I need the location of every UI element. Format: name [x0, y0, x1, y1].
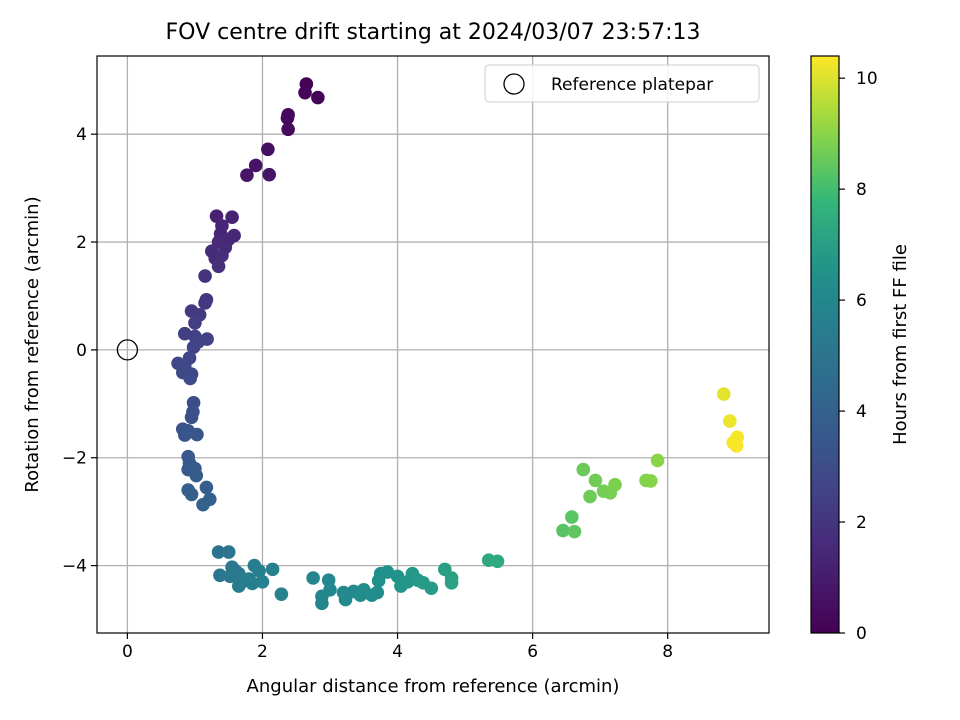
data-point: [298, 85, 312, 100]
data-point: [490, 554, 505, 569]
data-point: [424, 581, 439, 596]
data-point: [556, 523, 570, 538]
data-point: [306, 571, 320, 585]
data-point: [608, 477, 622, 492]
x-tick-label: 8: [662, 642, 673, 662]
data-point: [255, 574, 270, 589]
data-point: [588, 473, 603, 488]
data-point: [265, 562, 280, 577]
data-point: [281, 122, 295, 137]
data-point: [567, 524, 582, 539]
data-point: [248, 158, 263, 173]
data-point: [184, 410, 199, 425]
colorbar-tick-label: 0: [856, 624, 867, 644]
data-point: [221, 545, 236, 559]
colorbar-tick-label: 8: [856, 180, 867, 200]
data-point: [245, 576, 260, 591]
data-point: [211, 259, 226, 274]
data-point: [198, 269, 212, 283]
legend-box: [484, 64, 760, 103]
data-point: [644, 474, 658, 488]
data-point: [240, 168, 254, 182]
data-point: [315, 596, 329, 611]
chart-title: FOV centre drift starting at 2024/03/07 …: [165, 20, 701, 45]
data-point: [252, 564, 266, 578]
data-point: [189, 468, 204, 483]
data-point: [723, 414, 737, 428]
colorbar-tick-label: 6: [856, 291, 867, 311]
colorbar-tick-label: 2: [856, 513, 867, 533]
data-point: [213, 568, 227, 583]
data-point: [190, 427, 204, 442]
colorbar-label: Hours from first FF file: [890, 244, 911, 445]
data-point: [211, 545, 226, 559]
data-point: [177, 428, 192, 442]
y-tick-label: −4: [62, 557, 87, 577]
data-point: [370, 585, 385, 600]
colorbar: [810, 55, 840, 634]
colorbar-tick-label: 10: [856, 69, 878, 89]
x-tick-label: 0: [122, 642, 133, 662]
data-point: [184, 487, 199, 502]
data-point: [232, 579, 246, 593]
data-point: [650, 453, 665, 468]
data-point: [576, 462, 591, 477]
x-tick-label: 2: [257, 642, 268, 662]
data-point: [183, 371, 198, 386]
legend-marker: [503, 73, 525, 95]
data-point: [261, 142, 275, 157]
colorbar-tick-label: 4: [856, 402, 867, 422]
y-tick-label: 0: [76, 341, 87, 361]
x-tick-label: 4: [392, 642, 403, 662]
legend-label: Reference platepar: [551, 75, 713, 95]
data-point: [196, 497, 210, 512]
data-point: [199, 480, 214, 495]
data-point: [262, 167, 277, 182]
data-point: [371, 573, 386, 588]
data-point: [564, 510, 579, 524]
reference-point: [116, 339, 139, 361]
y-tick-label: −2: [62, 449, 87, 469]
plot-frame: [96, 55, 770, 634]
data-point: [280, 111, 295, 125]
data-point: [583, 489, 597, 504]
data-point: [323, 583, 337, 597]
y-tick-label: 4: [76, 125, 87, 145]
data-point: [198, 296, 212, 310]
data-point: [444, 576, 459, 590]
data-point: [225, 210, 239, 225]
data-point: [188, 316, 202, 330]
data-point: [274, 587, 289, 601]
data-point: [311, 90, 325, 105]
x-tick-label: 6: [527, 642, 538, 662]
y-tick-label: 2: [76, 233, 87, 253]
x-axis-label: Angular distance from reference (arcmin): [247, 676, 620, 697]
data-point: [186, 340, 201, 354]
data-point: [215, 248, 229, 263]
data-point: [729, 439, 744, 453]
y-axis-label: Rotation from reference (arcmin): [22, 196, 43, 492]
data-point: [716, 387, 731, 401]
